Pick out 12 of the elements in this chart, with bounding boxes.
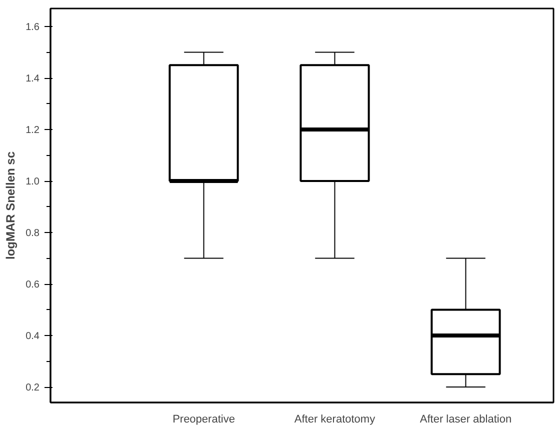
x-tick-label: After laser ablation: [420, 414, 512, 426]
y-tick-label: 0.4: [26, 331, 40, 342]
y-axis-title: logMAR Snellen sc: [4, 151, 18, 260]
x-tick-label: Preoperative: [172, 414, 235, 426]
y-tick-label: 0.6: [26, 280, 40, 291]
y-tick-label: 1.0: [26, 176, 40, 188]
y-tick-label: 0.2: [26, 382, 40, 394]
y-tick-label: 1.6: [26, 22, 40, 34]
y-tick-label: 1.2: [26, 125, 40, 136]
y-tick-label: 0.8: [26, 228, 40, 240]
x-tick-label: After keratotomy: [294, 414, 376, 426]
y-tick-label: 1.4: [26, 74, 40, 85]
